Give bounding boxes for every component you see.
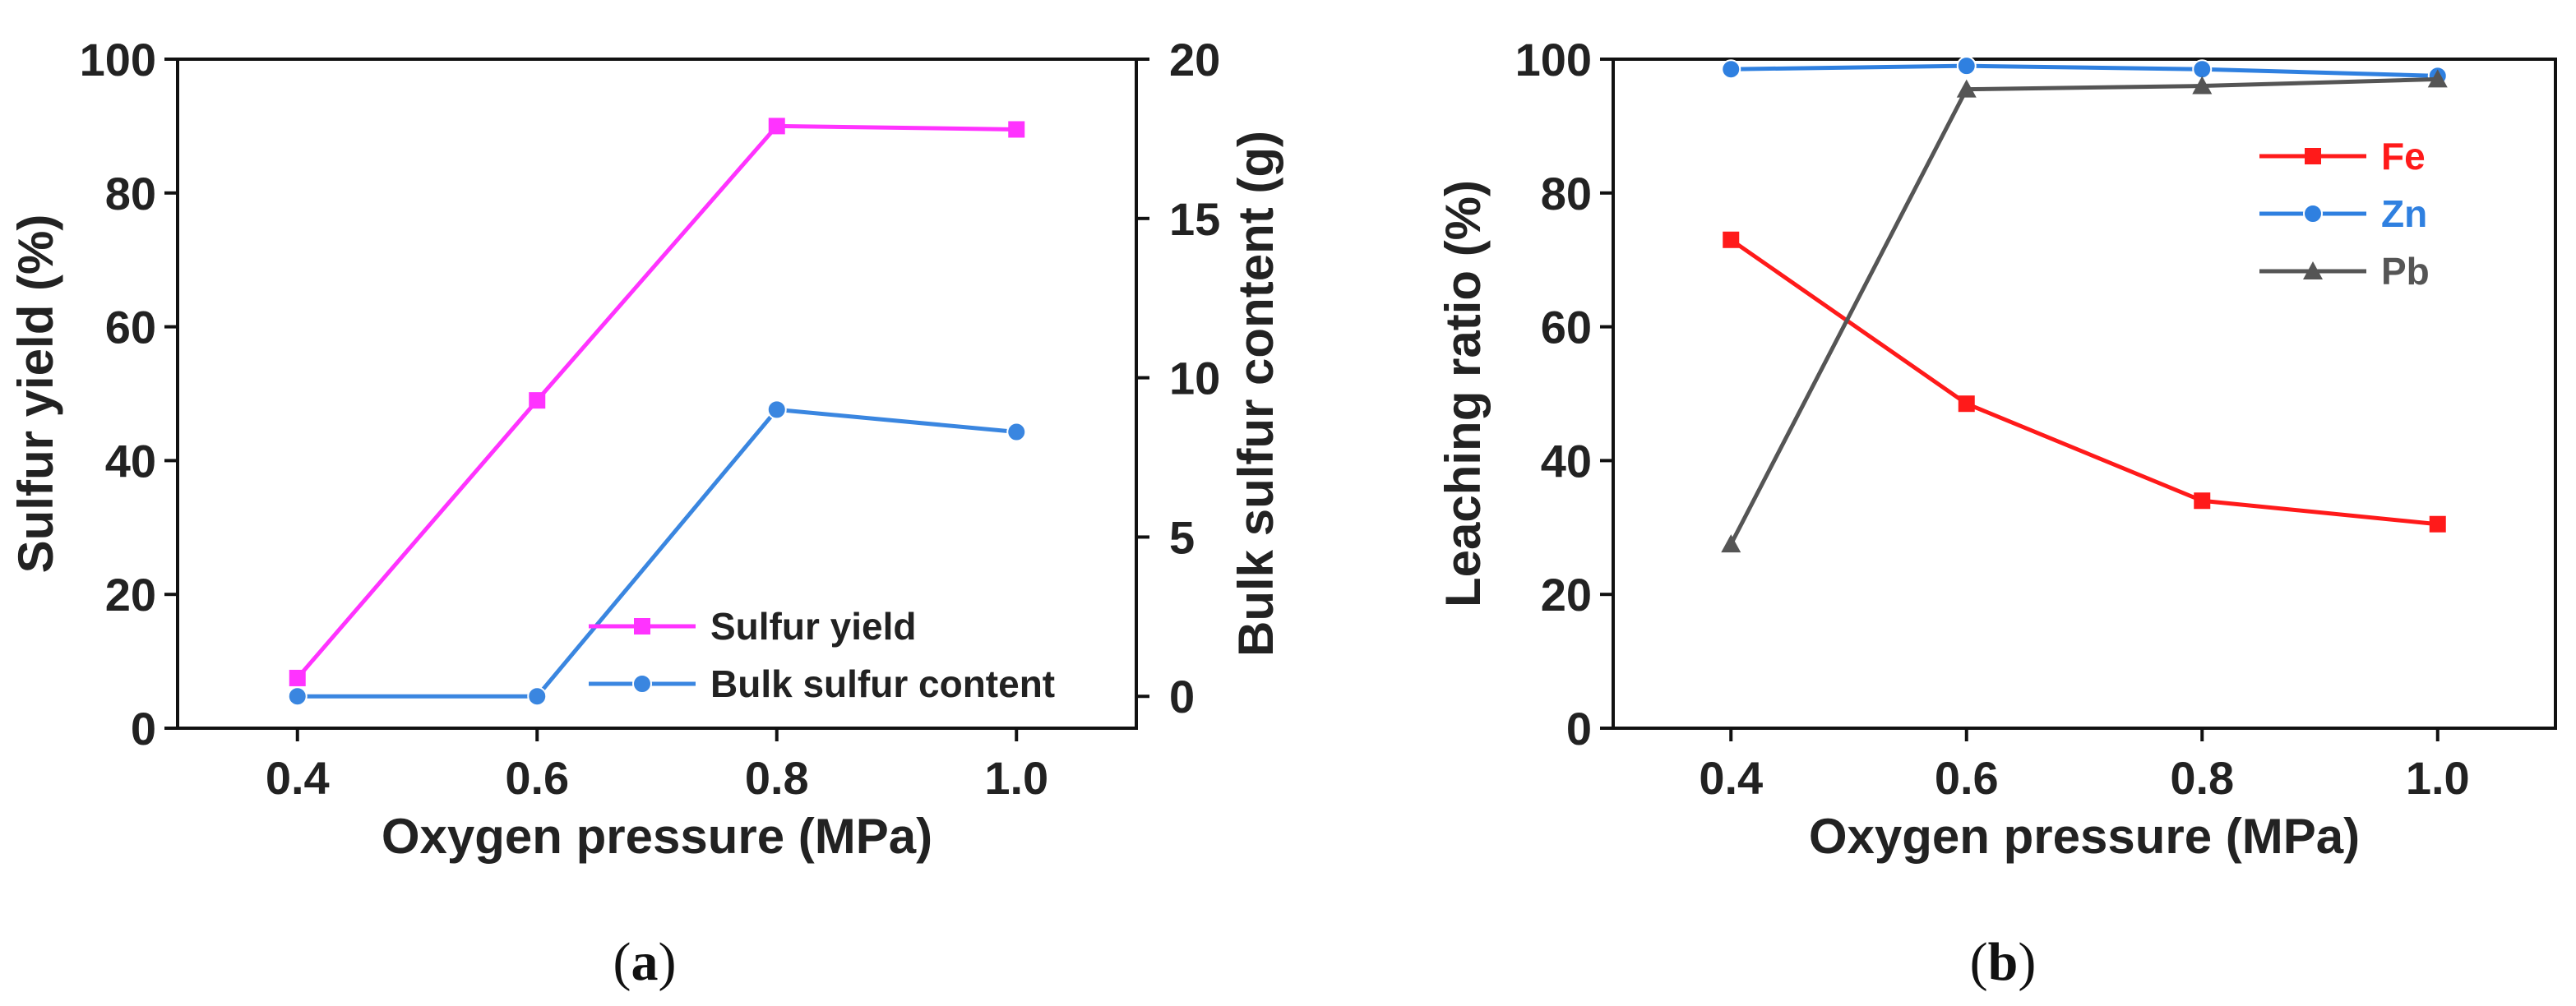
legend: Sulfur yield Bulk sulfur content: [589, 605, 1055, 705]
y-tick-label: 20: [1541, 569, 1592, 621]
legend-label: Bulk sulfur content: [710, 662, 1055, 705]
y2-tick-label: 20: [1169, 34, 1220, 85]
caption-close-paren: ): [659, 932, 677, 992]
data-point-sulfur-yield: [1008, 121, 1025, 138]
y2-tick-label: 10: [1169, 353, 1220, 404]
y2-tick-label: 15: [1169, 193, 1220, 245]
caption-close-paren: ): [2018, 932, 2036, 992]
legend-label: Pb: [2381, 250, 2430, 293]
data-point-bulk-sulfur-content: [527, 686, 548, 707]
y-tick-label: 80: [105, 168, 156, 219]
y2-tick-label: 0: [1169, 671, 1195, 722]
data-point-pb: [1721, 534, 1741, 553]
data-point-bulk-sulfur-content: [766, 399, 787, 420]
caption-open-paren: (: [613, 932, 631, 992]
legend-marker: [632, 674, 652, 694]
data-point-bulk-sulfur-content: [1006, 422, 1027, 442]
data-point-fe: [1723, 231, 1740, 248]
legend-marker: [2305, 148, 2321, 164]
legend-label: Zn: [2381, 192, 2427, 235]
y-tick-label: 40: [1541, 435, 1592, 487]
x-tick-label: 1.0: [984, 752, 1048, 804]
data-point-zn: [1721, 59, 1741, 80]
legend-marker: [2303, 204, 2323, 224]
x-tick-label: 0.8: [2170, 752, 2234, 804]
data-point-pb: [2192, 76, 2213, 95]
y-tick-label: 0: [1566, 703, 1592, 754]
series-line-bulk-sulfur-content: [297, 407, 1017, 699]
figure-caption: (a): [613, 932, 677, 992]
data-point-bulk-sulfur-content: [287, 686, 308, 707]
x-axis-title: Oxygen pressure (MPa): [382, 809, 932, 864]
data-point-sulfur-yield: [289, 669, 306, 686]
legend-label: Sulfur yield: [710, 605, 916, 648]
y2-tick-label: 5: [1169, 511, 1195, 563]
legend: Fe Zn Pb: [2259, 135, 2430, 293]
series-line-sulfur-yield: [295, 123, 1017, 680]
x-tick-label: 1.0: [2406, 752, 2470, 804]
x-tick-label: 0.4: [1699, 752, 1763, 804]
y-tick-label: 100: [1515, 34, 1592, 85]
data-point-sulfur-yield: [768, 118, 785, 135]
series-line-zn: [1731, 63, 2438, 78]
chart-b: 0.4 0.6 0.8 1.0 0 20 40 60 80 100 Oxygen pressure …: [1436, 34, 2557, 992]
caption-letter: b: [1988, 932, 2019, 992]
x-tick-label: 0.8: [745, 752, 809, 804]
y-axis-title: Leaching ratio (%): [1436, 180, 1491, 607]
data-point-pb: [2427, 69, 2448, 88]
series-line-fe: [1729, 238, 2438, 527]
caption-open-paren: (: [1970, 932, 1988, 992]
chart-a: 0.4 0.6 0.8 1.0 0 20 40 60 80 100 0 5 10 15 20 Oxygen p…: [8, 34, 1283, 992]
data-point-zn: [1956, 56, 1977, 76]
x-tick-label: 0.6: [505, 752, 569, 804]
y-tick-label: 60: [105, 302, 156, 353]
data-point-sulfur-yield: [529, 392, 546, 409]
caption-letter: a: [631, 932, 659, 992]
data-point-fe: [2194, 492, 2211, 510]
data-point-zn: [2192, 59, 2213, 80]
legend-label: Fe: [2381, 135, 2426, 178]
y-tick-label: 60: [1541, 302, 1592, 353]
y-tick-label: 80: [1541, 168, 1592, 219]
plot-frame: [1612, 58, 2557, 730]
legend-marker: [634, 618, 650, 635]
y2-axis-title: Bulk sulfur content (g): [1228, 131, 1283, 657]
data-point-fe: [2429, 515, 2446, 533]
data-point-pb: [1956, 79, 1977, 98]
data-point-fe: [1958, 395, 1975, 413]
x-axis-title: Oxygen pressure (MPa): [1809, 809, 2360, 864]
x-tick-label: 0.6: [1935, 752, 1999, 804]
x-tick-label: 0.4: [266, 752, 330, 804]
y-tick-label: 100: [80, 34, 156, 85]
y-tick-label: 20: [105, 569, 156, 621]
y-axis-title: Sulfur yield (%): [8, 215, 63, 574]
plot-frame: [176, 58, 1138, 730]
series-line-pb: [1729, 76, 2438, 546]
figure-caption: (b): [1970, 932, 2037, 992]
y-tick-label: 0: [131, 703, 156, 754]
y-tick-label: 40: [105, 435, 156, 487]
legend-marker: [2303, 261, 2323, 279]
